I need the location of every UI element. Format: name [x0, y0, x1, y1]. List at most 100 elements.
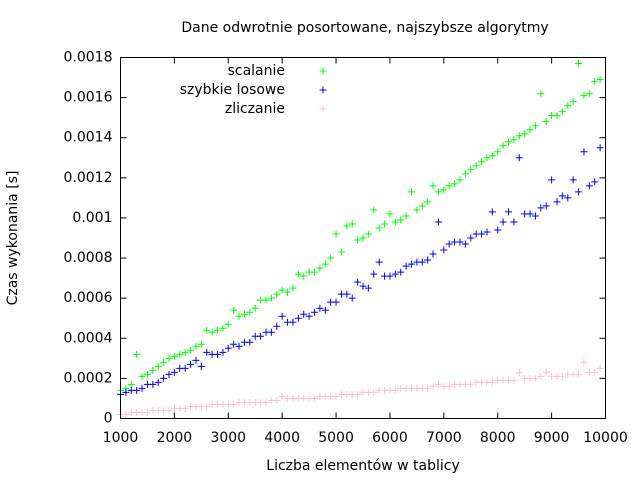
- data-point: [170, 368, 178, 376]
- data-point: [354, 390, 362, 398]
- data-point: [246, 338, 254, 346]
- data-point: [262, 296, 270, 304]
- data-point: [311, 394, 318, 402]
- x-tick-label: 3000: [210, 430, 246, 446]
- data-point: [575, 188, 583, 196]
- data-point: [267, 328, 275, 336]
- data-point: [224, 320, 232, 328]
- data-point: [515, 154, 523, 162]
- data-point: [537, 90, 545, 98]
- data-point: [580, 148, 588, 156]
- data-point: [203, 326, 211, 334]
- data-point: [569, 98, 577, 106]
- data-point: [456, 176, 464, 184]
- data-point: [321, 260, 329, 268]
- data-point: [289, 318, 297, 326]
- data-point: [127, 380, 135, 388]
- data-point: [591, 78, 599, 86]
- data-point: [575, 60, 583, 68]
- data-point: [143, 370, 151, 378]
- data-point: [230, 306, 238, 314]
- data-point: [553, 112, 561, 120]
- data-point: [510, 376, 518, 384]
- data-point: [424, 384, 432, 392]
- data-point: [494, 226, 502, 234]
- data-point: [499, 218, 507, 226]
- data-point: [596, 144, 604, 152]
- data-point: [488, 378, 496, 386]
- data-point: [548, 176, 556, 184]
- y-tick-label: 0.0014: [64, 130, 113, 146]
- data-point: [197, 340, 205, 348]
- data-point: [531, 212, 539, 220]
- data-point: [596, 364, 604, 372]
- data-point: [386, 272, 394, 280]
- data-point: [531, 122, 539, 130]
- data-point: [311, 268, 318, 276]
- x-tick-label: 9000: [534, 430, 570, 446]
- data-point: [381, 220, 389, 228]
- data-point: [208, 328, 216, 336]
- data-point: [585, 90, 593, 98]
- data-point: [332, 298, 340, 306]
- legend-marker: [319, 105, 327, 113]
- data-point: [397, 268, 405, 276]
- y-tick-label: 0.0002: [64, 370, 113, 386]
- chart-title: Dane odwrotnie posortowane, najszybsze a…: [181, 20, 548, 36]
- data-point: [461, 240, 469, 248]
- data-point: [332, 392, 340, 400]
- data-point: [537, 372, 545, 380]
- data-point: [230, 340, 238, 348]
- data-point: [133, 386, 141, 394]
- legend-marker: [319, 67, 327, 75]
- data-point: [375, 224, 383, 232]
- series-zliczanie: [117, 358, 604, 418]
- data-point: [575, 370, 583, 378]
- data-point: [418, 258, 426, 266]
- data-point: [515, 132, 523, 140]
- data-point: [558, 192, 566, 200]
- data-point: [165, 406, 173, 414]
- data-point: [300, 310, 308, 318]
- data-point: [343, 222, 351, 230]
- data-point: [165, 354, 173, 362]
- data-point: [316, 304, 324, 312]
- data-point: [219, 348, 227, 356]
- legend-label: szybkie losowe: [180, 82, 285, 98]
- data-point: [370, 270, 378, 278]
- data-point: [122, 388, 130, 396]
- series-scalanie: [117, 60, 604, 394]
- data-point: [143, 408, 151, 416]
- y-tick-label: 0.0004: [64, 330, 113, 346]
- data-point: [456, 238, 464, 246]
- data-point: [364, 284, 372, 292]
- data-point: [170, 352, 178, 360]
- data-point: [192, 356, 200, 364]
- plot-frame: [120, 57, 606, 419]
- data-point: [187, 360, 195, 368]
- data-point: [214, 350, 221, 358]
- data-point: [558, 372, 566, 380]
- data-point: [122, 410, 130, 418]
- x-tick-label: 2000: [157, 430, 193, 446]
- data-point: [531, 374, 539, 382]
- y-tick-label: 0.0012: [64, 170, 113, 186]
- data-point: [402, 262, 410, 270]
- data-point: [553, 198, 561, 206]
- data-point: [311, 308, 318, 316]
- x-tick-label: 10000: [583, 430, 628, 446]
- data-point: [321, 306, 329, 314]
- data-point: [467, 166, 475, 174]
- data-point: [251, 304, 259, 312]
- data-point: [580, 92, 588, 100]
- y-tick-label: 0.0006: [64, 290, 113, 306]
- data-point: [429, 382, 437, 390]
- data-point: [337, 248, 345, 256]
- data-point: [434, 218, 442, 226]
- data-point: [483, 154, 491, 162]
- data-point: [591, 368, 599, 376]
- data-point: [424, 198, 432, 206]
- x-tick-label: 6000: [372, 430, 408, 446]
- x-tick-label: 5000: [318, 430, 354, 446]
